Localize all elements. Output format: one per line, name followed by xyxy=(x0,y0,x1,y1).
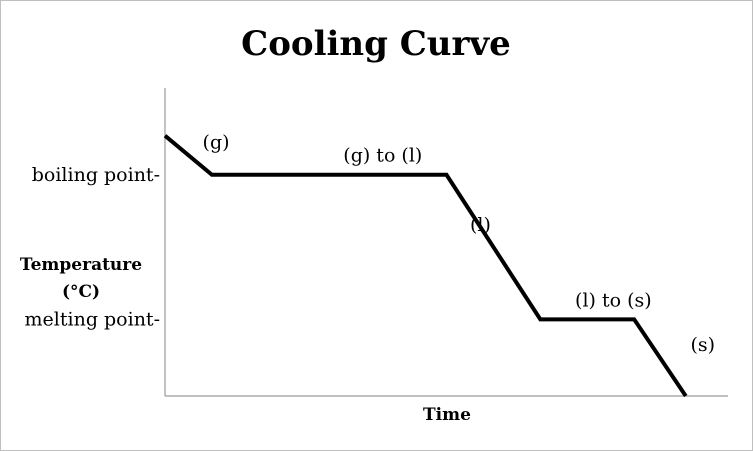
y-axis-label-line-1: Temperature xyxy=(20,255,142,275)
phase-annotation: (l) to (s) xyxy=(575,289,652,311)
phase-annotation: (g) to (l) xyxy=(343,145,422,167)
phase-annotation: (s) xyxy=(690,334,715,356)
series-lines xyxy=(163,134,688,398)
phase-annotation: (g) xyxy=(203,132,230,154)
x-axis-label: Time xyxy=(423,405,471,425)
y-tick-label: boiling point- xyxy=(32,164,160,186)
y-tick-labels: boiling point-melting point- xyxy=(25,164,160,331)
chart-title: Cooling Curve xyxy=(241,24,511,64)
phase-annotations: (g) (g) to (l) (l) (l) to (s) (s) xyxy=(203,132,716,356)
y-axis-label-line-2: (°C) xyxy=(62,282,100,302)
y-tick-label: melting point- xyxy=(25,308,160,330)
cooling-curve-line xyxy=(163,134,688,398)
phase-annotation: (l) xyxy=(470,214,491,236)
